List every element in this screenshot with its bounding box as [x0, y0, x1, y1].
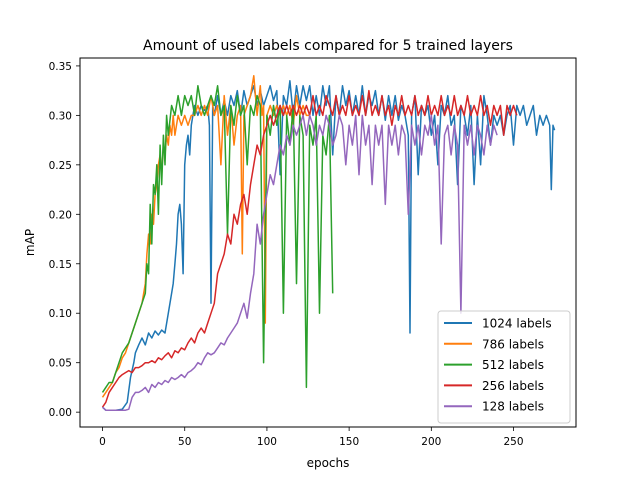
y-tick-label: 0.35	[49, 61, 72, 73]
y-tick-label: 0.00	[49, 407, 72, 419]
series-line-0	[101, 80, 556, 411]
legend-label: 1024 labels	[482, 317, 552, 331]
series-layer	[101, 75, 556, 411]
y-tick-label: 0.05	[49, 358, 72, 370]
x-tick-label: 150	[339, 436, 359, 448]
x-axis: 0 50 100 150 200 250	[99, 427, 524, 448]
x-tick-label: 250	[504, 436, 524, 448]
x-tick-label: 50	[178, 436, 191, 448]
x-tick-label: 0	[99, 436, 106, 448]
plot-area	[79, 57, 577, 428]
legend-label: 512 labels	[482, 358, 544, 372]
legend-box	[437, 310, 571, 424]
y-tick-label: 0.10	[49, 308, 72, 320]
chart-title: Amount of used labels compared for 5 tra…	[143, 38, 513, 54]
legend-label: 786 labels	[482, 337, 544, 351]
y-axis: 0.00 0.05 0.10 0.15 0.20 0.25 0.30 0.35	[49, 61, 80, 419]
legend-label: 256 labels	[482, 379, 544, 393]
y-tick-label: 0.20	[49, 209, 72, 221]
plot-frame	[79, 57, 577, 428]
y-axis-label: mAP	[23, 229, 37, 256]
y-tick-label: 0.25	[49, 160, 72, 172]
x-axis-label: epochs	[307, 456, 350, 470]
y-tick-label: 0.30	[49, 110, 72, 122]
series-line-4	[101, 114, 498, 411]
legend: 1024 labels 786 labels 512 labels 256 label…	[437, 310, 571, 424]
x-tick-label: 200	[421, 436, 441, 448]
y-tick-label: 0.15	[49, 259, 72, 271]
x-tick-label: 100	[257, 436, 277, 448]
legend-label: 128 labels	[482, 400, 544, 414]
